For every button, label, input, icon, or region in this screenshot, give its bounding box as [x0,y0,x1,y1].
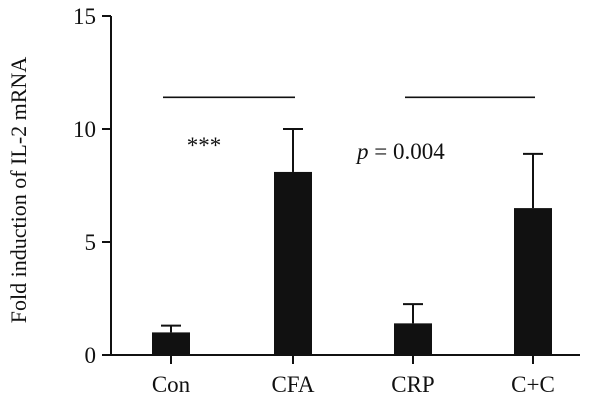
p-value-label: p = 0.004 [355,139,445,164]
bar [394,323,432,355]
y-tick-label: 5 [85,230,97,255]
bar [274,171,312,355]
y-tick-label: 15 [73,4,96,29]
x-tick-label: CRP [391,372,434,397]
bar [152,332,190,355]
x-tick-label: C+C [511,372,555,397]
y-tick-label: 10 [73,117,96,142]
significance-label: *** [187,133,222,158]
y-tick-label: 0 [85,343,97,368]
plot-area: 0 5 10 15 Con CFA CRP C+C *** p = 0.004 [73,4,580,397]
x-tick-label: Con [152,372,191,397]
x-tick-label: CFA [271,372,314,397]
y-axis-title: Fold induction of IL-2 mRNA [6,57,31,324]
bar [514,208,552,355]
